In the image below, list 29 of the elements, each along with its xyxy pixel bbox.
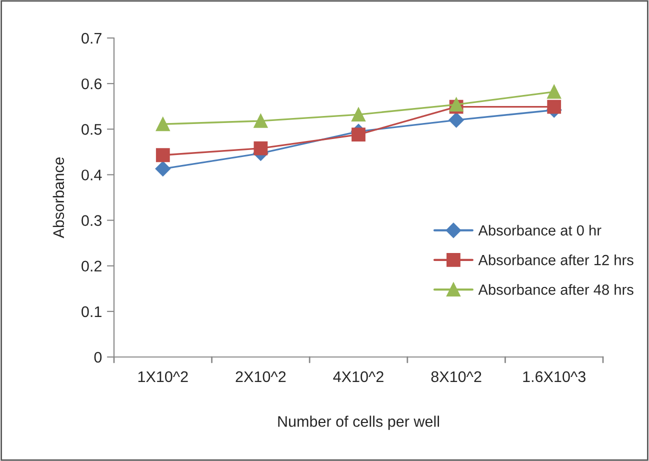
legend-label: Absorbance at 0 hr <box>478 224 602 236</box>
x-tick-label: 2X10^2 <box>236 371 286 382</box>
x-tick-label: 8X10^2 <box>431 371 482 382</box>
y-tick-label: 0.4 <box>82 170 102 180</box>
legend-label: Absorbance after 48 hrs <box>478 284 634 295</box>
x-tick-label: 1X10^2 <box>138 371 188 382</box>
x-tick-label: 4X10^2 <box>333 371 384 382</box>
x-axis-title: Number of cells per well <box>278 416 439 430</box>
point <box>449 98 464 112</box>
x-tick-label: 1.6X10^3 <box>523 371 586 382</box>
point <box>254 114 268 128</box>
point <box>254 141 268 156</box>
y-tick-label: 0.1 <box>82 306 102 318</box>
point <box>352 128 366 142</box>
y-tick-label: 0.7 <box>82 32 102 44</box>
point <box>547 84 562 99</box>
y-tick-label: 0 <box>94 352 102 363</box>
point <box>547 100 562 114</box>
y-tick-label: 0.3 <box>82 215 102 226</box>
legend-label: Absorbance after 12 hrs <box>478 254 634 266</box>
y-tick-label: 0.5 <box>82 124 102 135</box>
y-tick-label: 0.2 <box>82 260 102 272</box>
point <box>448 112 464 128</box>
y-tick-label: 0.6 <box>82 78 102 90</box>
point <box>156 148 170 162</box>
y-axis-title: Absorbance <box>52 157 64 238</box>
point <box>352 108 366 122</box>
point <box>155 161 170 176</box>
point <box>156 117 170 132</box>
